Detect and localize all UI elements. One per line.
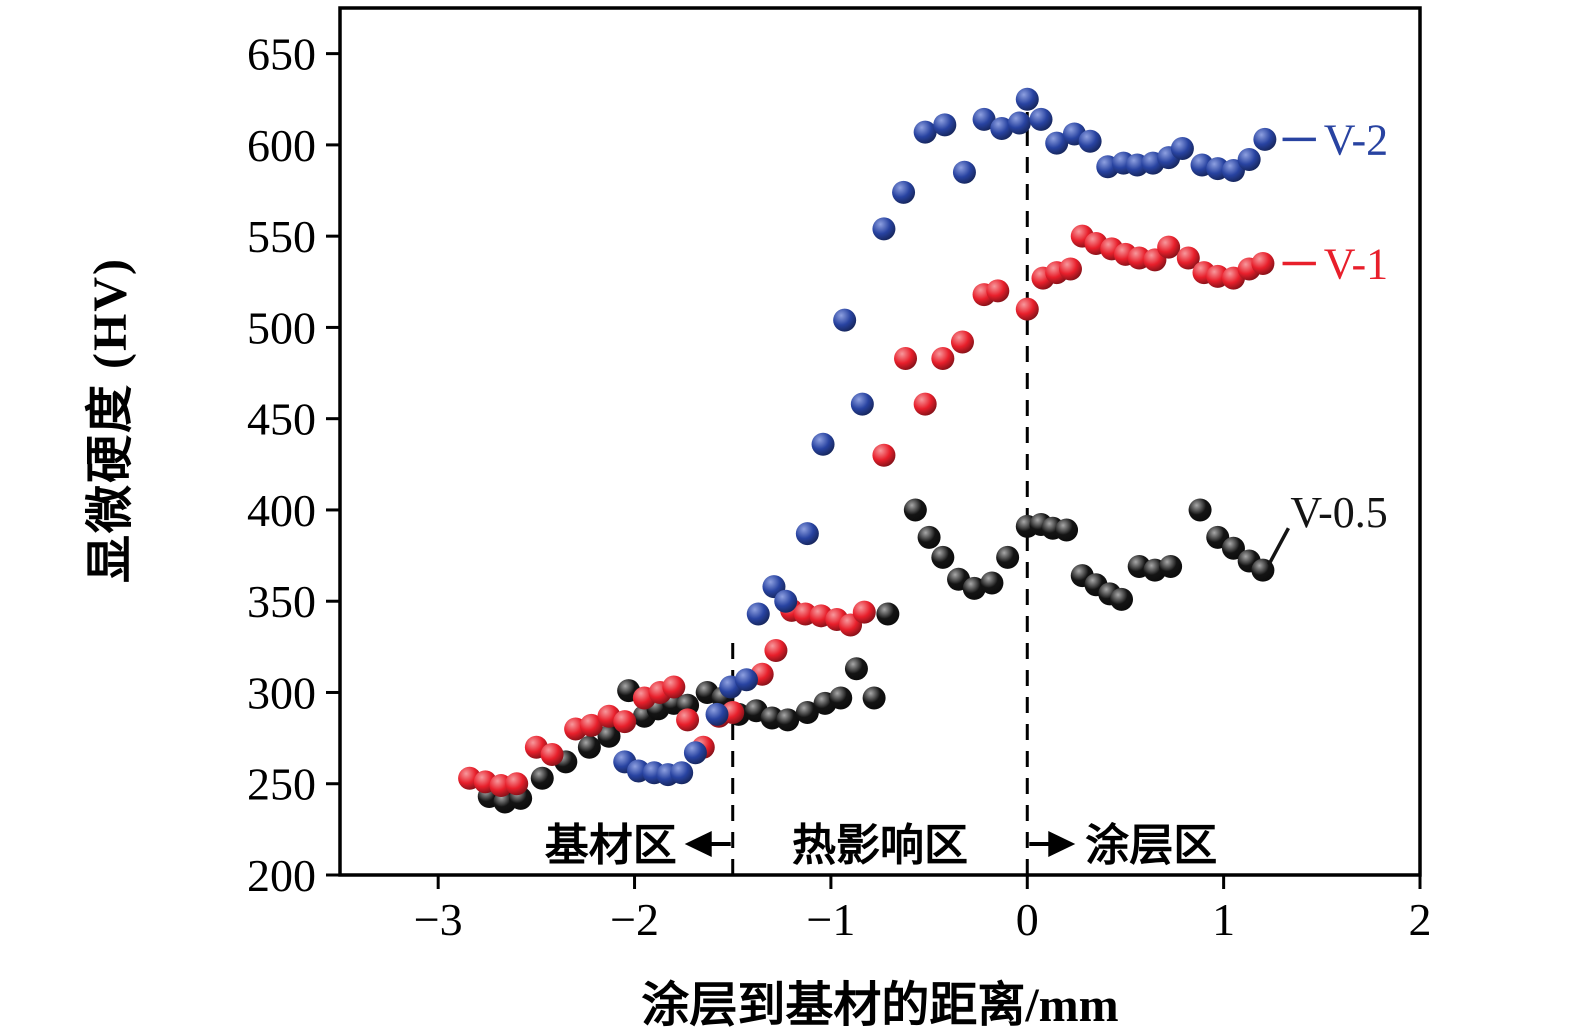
x-tick-label: 1 — [1212, 894, 1235, 945]
data-point — [1253, 127, 1277, 151]
data-point — [950, 330, 974, 354]
data-point — [1015, 297, 1039, 321]
data-point — [1157, 235, 1181, 259]
data-point — [1188, 498, 1212, 522]
data-point — [746, 602, 770, 626]
series-V-2 — [613, 87, 1277, 787]
data-point — [1159, 555, 1183, 579]
data-point — [1029, 107, 1053, 131]
series-V-1 — [458, 224, 1275, 798]
data-point — [1007, 111, 1031, 135]
data-point — [903, 498, 927, 522]
x-axis-title: 涂层到基材的距离/mm — [641, 979, 1119, 1032]
data-point — [1045, 131, 1069, 155]
y-tick-label: 550 — [247, 211, 316, 262]
y-axis-title: 显微硬度 (HV) — [84, 257, 137, 583]
data-point — [1015, 87, 1039, 111]
data-point — [1055, 518, 1079, 542]
y-tick-label: 400 — [247, 485, 316, 536]
data-point — [795, 701, 819, 725]
right-arrow-icon — [1048, 830, 1076, 857]
data-point — [540, 743, 564, 767]
data-point — [530, 766, 554, 790]
data-point — [1110, 587, 1134, 611]
data-point — [892, 180, 916, 204]
y-tick-label: 350 — [247, 576, 316, 627]
data-point — [917, 525, 941, 549]
y-tick-label: 600 — [247, 120, 316, 171]
data-point — [872, 443, 896, 467]
y-tick-label: 300 — [247, 667, 316, 718]
legend-label-V-1: V-1 — [1324, 240, 1388, 289]
left-arrow-icon — [684, 830, 712, 857]
data-point — [597, 724, 621, 748]
data-point — [952, 160, 976, 184]
data-point — [776, 708, 800, 732]
data-point — [1251, 252, 1275, 276]
x-tick-label: −2 — [610, 894, 659, 945]
y-tick-label: 450 — [247, 394, 316, 445]
plot-frame — [338, 6, 1422, 877]
y-tick-label: 250 — [247, 759, 316, 810]
x-tick-label: −1 — [806, 894, 855, 945]
data-point — [872, 217, 896, 241]
zone-label: 涂层区 — [1085, 821, 1217, 870]
data-point — [1176, 246, 1200, 270]
data-point — [1058, 257, 1082, 281]
data-point — [862, 686, 886, 710]
y-tick-label: 200 — [247, 850, 316, 901]
data-point — [996, 545, 1020, 569]
data-point — [613, 710, 637, 734]
data-point — [1078, 129, 1102, 153]
data-point — [962, 576, 986, 600]
data-point — [795, 522, 819, 546]
data-point — [933, 113, 957, 137]
data-point — [670, 761, 694, 785]
data-point — [972, 107, 996, 131]
data-point — [913, 392, 937, 416]
data-point — [577, 735, 601, 759]
data-point — [579, 713, 603, 737]
data-point — [852, 600, 876, 624]
data-point — [931, 346, 955, 370]
data-point — [811, 432, 835, 456]
y-tick-label: 650 — [247, 29, 316, 80]
data-point — [705, 702, 729, 726]
data-point — [1237, 147, 1261, 171]
data-point — [876, 602, 900, 626]
data-point — [734, 668, 758, 692]
data-point — [990, 116, 1014, 140]
data-point — [662, 675, 686, 699]
data-point — [913, 120, 937, 144]
zone-label: 热影响区 — [792, 821, 968, 870]
data-point — [683, 741, 707, 765]
x-tick-label: −3 — [414, 894, 463, 945]
x-tick-label: 0 — [1016, 894, 1039, 945]
data-point — [931, 545, 955, 569]
data-point — [764, 638, 788, 662]
legend-line — [1267, 527, 1290, 566]
legend-label-V-0.5: V-0.5 — [1290, 488, 1387, 537]
data-point — [829, 686, 853, 710]
zone-label: 基材区 — [545, 821, 677, 870]
y-tick-label: 500 — [247, 302, 316, 353]
data-point — [833, 308, 857, 332]
data-point — [1221, 536, 1245, 560]
series-V-0.5 — [477, 498, 1275, 814]
data-point — [774, 589, 798, 613]
legend-label-V-2: V-2 — [1324, 115, 1388, 164]
data-point — [986, 279, 1010, 303]
data-point — [676, 708, 700, 732]
data-point — [894, 346, 918, 370]
data-point — [505, 772, 529, 796]
x-tick-label: 2 — [1409, 894, 1432, 945]
data-point — [1170, 137, 1194, 161]
data-point — [980, 571, 1004, 595]
data-point — [850, 392, 874, 416]
data-point — [844, 657, 868, 681]
